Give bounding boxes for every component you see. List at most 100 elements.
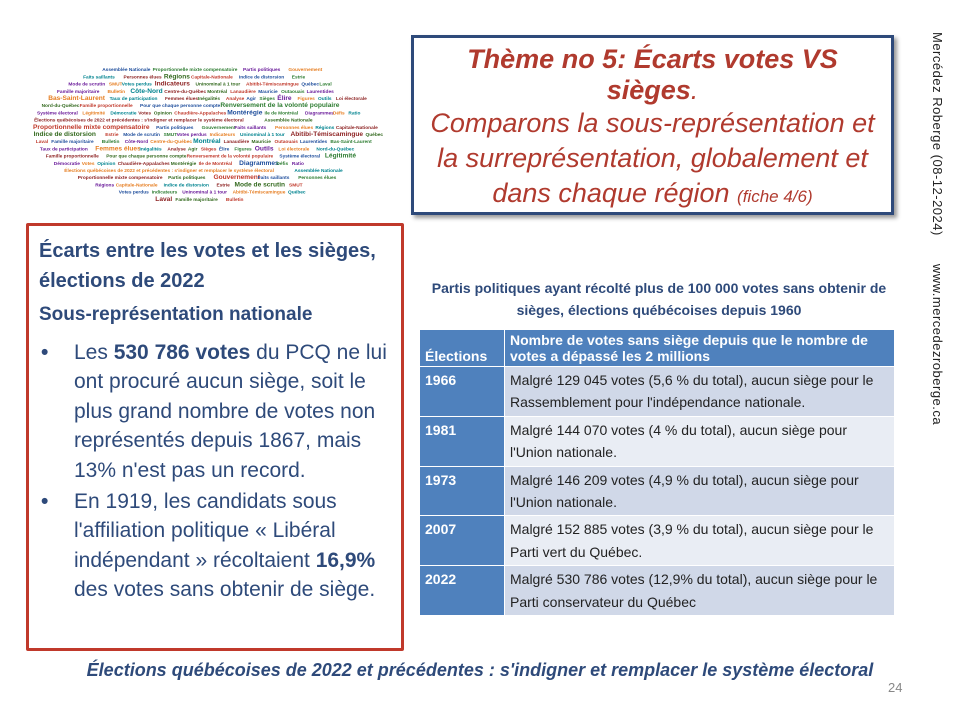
theme-box: Thème no 5: Écarts votes VS sièges. Comp… [411, 35, 894, 215]
bullet2-after: des votes sans obtenir de siège. [74, 578, 376, 602]
wordcloud-word: Capitale-Nationale [336, 125, 378, 131]
table-cell-year: 1981 [419, 415, 505, 467]
wordcloud-word: SMUT [109, 82, 123, 88]
wordcloud-word: Diagrammes [239, 160, 279, 167]
left-summary-box: Écarts entre les votes et les sièges, él… [26, 223, 404, 651]
wordcloud-word: Gouvernement [214, 174, 261, 181]
table-header-row: Élections Nombre de votes sans siège dep… [419, 329, 895, 367]
wordcloud-word: Bulletin [108, 89, 126, 95]
bullet1-after: du PCQ ne lui ont procuré aucun siège, s… [74, 341, 387, 482]
wordcloud-word: Votes perdus [177, 132, 207, 138]
wordcloud-word: Figures [234, 146, 252, 152]
wordcloud-word: SMUT [289, 182, 303, 188]
table-row: 2022 Malgré 530 786 votes (12,9% du tota… [419, 565, 895, 616]
wordcloud-word: Bulletin [226, 197, 244, 203]
bullet-list: • Les 530 786 votes du PCQ ne lui ont pro… [39, 338, 393, 605]
table-cell-year: 1966 [419, 366, 505, 417]
theme-title-period: . [690, 75, 699, 105]
wordcloud-word: Chaudière-Appalaches [118, 161, 170, 167]
wordcloud-word: Assemblée Nationale [264, 118, 313, 124]
wordcloud-word: Estrie [292, 74, 306, 80]
wordcloud-word: Pour que chaque personne compte [140, 103, 221, 109]
footer-title: Élections québécoises de 2022 et précéde… [86, 660, 874, 680]
left-box-title: Écarts entre les votes et les sièges, él… [39, 240, 376, 292]
bullet-point: • [41, 341, 49, 364]
wordcloud-word: SMUT [164, 132, 178, 138]
wordcloud-word: Proportionnelle mixte compensatoire [78, 175, 163, 181]
wordcloud-word: Laval [36, 139, 48, 145]
wordcloud-word: Loi électorale [336, 96, 367, 102]
wordcloud-word: Lanaudière [230, 89, 256, 95]
wordcloud-word: Outaouais [281, 89, 305, 95]
wordcloud-word: Mode de scrutin [123, 132, 160, 138]
wordcloud-word: Opinion [154, 110, 172, 116]
wordcloud-word: Montréal [207, 89, 227, 95]
wordcloud-word: Pour que chaque personne compte [106, 154, 187, 160]
wordcloud-word: Loi électorale [278, 146, 309, 152]
wordcloud-word: Agir [246, 96, 256, 102]
wordcloud-word: Gouvernement [202, 125, 236, 131]
wordcloud-word: Régions [164, 73, 190, 80]
votes-without-seats-table: Élections Nombre de votes sans siège dep… [419, 329, 895, 616]
wordcloud-word: Sièges [201, 146, 217, 152]
wordcloud-image: Assemblée Nationale Proportionnelle mixte… [33, 67, 384, 203]
wordcloud-word: Système électoral [37, 110, 78, 116]
wordcloud-word: Défis [333, 110, 345, 116]
wordcloud-word: Faits saillants [235, 125, 267, 131]
wordcloud-word: Femmes élues [165, 96, 198, 102]
theme-title-line: Thème no 5: Écarts votes VS sièges. [424, 44, 881, 106]
wordcloud-word: Bas-Saint-Laurent [48, 95, 106, 102]
wordcloud-word: Femmes élues [95, 145, 141, 152]
wordcloud-word: Système électoral [279, 154, 320, 160]
table-cell-description: Malgré 152 885 votes (3,9 % du total), a… [504, 515, 895, 567]
wordcloud-word: Défis [276, 161, 288, 167]
wordcloud-word: Renversement de la volonté populaire [187, 154, 274, 160]
theme-subtitle-line: Comparons la sous-représentation et la s… [424, 106, 881, 211]
wordcloud-word: Uninominal à 1 tour [182, 190, 227, 196]
wordcloud-word: Partis politiques [156, 125, 194, 131]
wordcloud-word: Abitibi-Témiscamingue [233, 190, 286, 196]
wordcloud-word: Capitale-Nationale [191, 74, 233, 80]
table-header-votes: Nombre de votes sans siège depuis que le… [504, 329, 895, 367]
wordcloud-word: Légitimité [82, 110, 105, 116]
wordcloud-word: Québec [366, 132, 384, 138]
table-cell-description: Malgré 530 786 votes (12,9% du total), a… [504, 565, 895, 616]
wordcloud-word: Mauricie [258, 89, 278, 95]
wordcloud-word: Famille proportionnelle [80, 103, 133, 109]
wordcloud-word: Renversement de la volonté populaire [220, 102, 339, 109]
wordcloud-word: Chaudière-Appalaches [174, 110, 226, 116]
wordcloud-word: Partis politiques [168, 175, 206, 181]
wordcloud-word: Inégalités [140, 146, 162, 152]
wordcloud-word: Indicateurs [155, 81, 191, 88]
wordcloud-word: Bas-Saint-Laurent [330, 139, 372, 145]
table-row: 1981 Malgré 144 070 votes (4 % du total)… [419, 415, 895, 467]
wordcloud-word: Montérégie [227, 109, 263, 116]
wordcloud-word: Abitibi-Témiscamingue [246, 82, 299, 88]
wordcloud-word: Démocratie [110, 110, 136, 116]
bullet2-before: En 1919, les candidats sous l'affiliatio… [74, 489, 337, 572]
wordcloud-word: Taux de participation [40, 146, 88, 152]
wordcloud-word: Québec [288, 190, 306, 196]
wordcloud-word: Montérégie [171, 161, 197, 167]
wordcloud-word: Indicateurs [152, 190, 178, 196]
wordcloud-word: Famille majoritaire [57, 89, 100, 95]
wordcloud-word: Assemblée Nationale [294, 168, 343, 174]
wordcloud-word: Élire [277, 93, 292, 102]
table-cell-year: 2022 [419, 565, 505, 616]
wordcloud-word: Laval [155, 196, 172, 203]
table-title: Partis politiques ayant récolté plus de … [431, 280, 887, 318]
wordcloud-word: Estrie [217, 182, 231, 188]
author-date: Mercédez Roberge (08-12-2024) [930, 32, 945, 236]
wordcloud-word: Famille majoritaire [51, 139, 94, 145]
wordcloud-word: Élections québécoises de 2022 et précéde… [34, 116, 244, 124]
wordcloud-word: Uninominal à 1 tour [196, 82, 241, 88]
wordcloud-word: Outils [318, 96, 332, 102]
table-cell-description: Malgré 146 209 votes (4,9 % du total), a… [504, 465, 895, 517]
wordcloud-word: Outaouais [275, 139, 299, 145]
wordcloud-word: Faits saillants [83, 74, 115, 80]
wordcloud-word: Proportionnelle mixte compensatoire [33, 124, 150, 131]
page-number: 24 [888, 680, 903, 695]
wordcloud-word: Estrie [105, 132, 119, 138]
table-header-elections: Élections [419, 329, 505, 367]
table-row: 2007 Malgré 152 885 votes (3,9 % du tota… [419, 515, 895, 567]
